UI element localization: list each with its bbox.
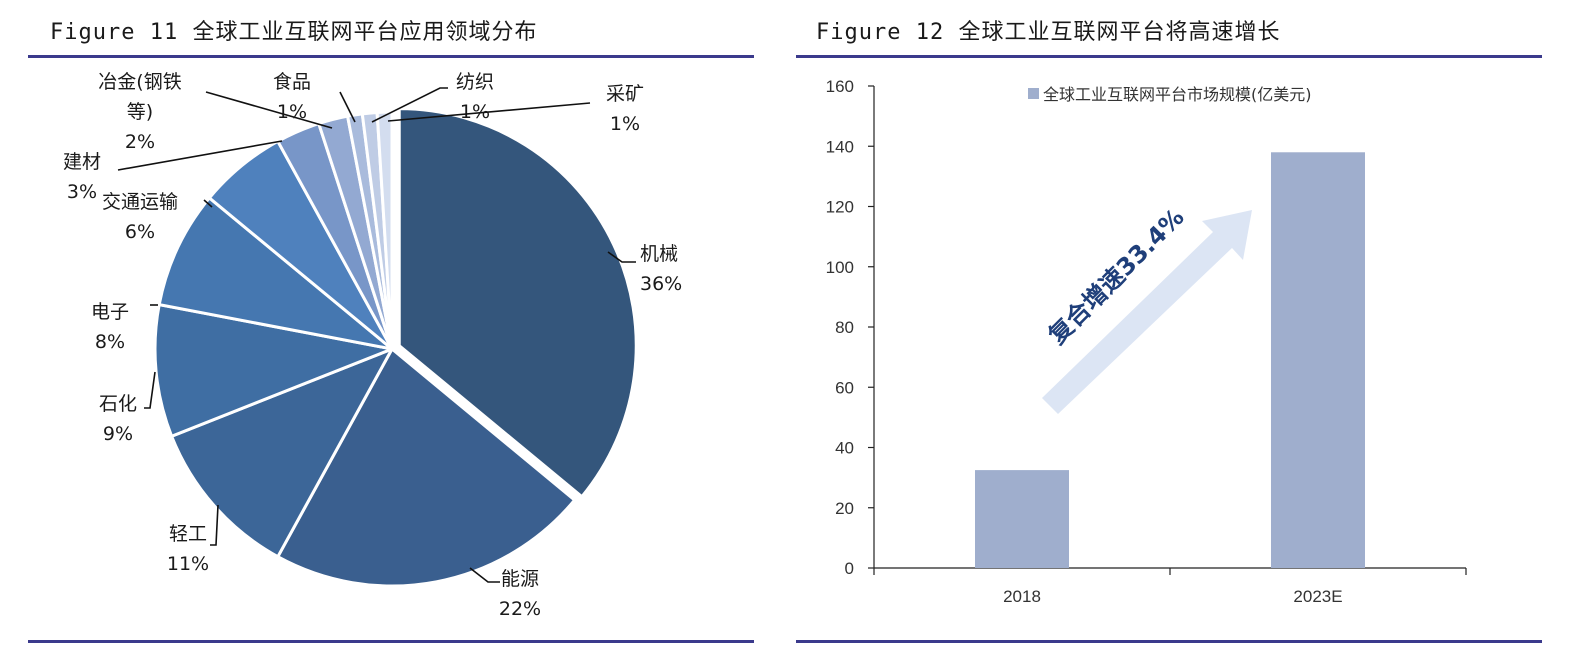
figure-12-top-rule (796, 55, 1542, 58)
pie-percent-label-3: 11% (167, 553, 209, 575)
bar-2023E (1271, 152, 1365, 568)
pie-percent-label-11: 1% (610, 113, 640, 135)
y-tick-label: 20 (835, 499, 854, 518)
figure-11-bottom-rule (28, 640, 754, 643)
pie-percent-label-5: 8% (95, 331, 125, 353)
pie-category-label-3: 轻工 (169, 523, 207, 545)
pie-slice-5 (157, 195, 393, 351)
pie-leader-line-7 (117, 140, 283, 171)
pie-percent-label-2: 22% (499, 598, 541, 620)
pie-leader-line-4 (144, 371, 156, 409)
legend-swatch (1028, 88, 1039, 99)
pie-leader-line-11 (387, 102, 591, 122)
pie-category-label-5: 电子 (91, 301, 129, 323)
x-tick-label: 2023E (1293, 587, 1342, 606)
pie-leader-line-3 (210, 504, 219, 546)
pie-percent-label-7: 3% (67, 181, 97, 203)
pie-percent-label-10: 1% (460, 101, 490, 123)
y-tick-label: 40 (835, 439, 854, 458)
figure-11-top-rule (28, 55, 754, 58)
bar-2018 (975, 470, 1069, 568)
pie-leader-line-2 (469, 567, 500, 583)
figure-11-title: Figure 11 全球工业互联网平台应用领域分布 (50, 20, 538, 45)
pie-slice-1 (397, 107, 638, 499)
pie-category-label-8: 冶金(钢铁 (98, 71, 181, 93)
pie-category-label-11: 采矿 (606, 83, 644, 105)
pie-category-label-9: 食品 (273, 71, 311, 93)
pie-category-label-6: 交通运输 (102, 191, 178, 213)
pie-category-label-8: 等) (127, 101, 153, 123)
pie-percent-label-9: 1% (277, 101, 307, 123)
y-tick-label: 60 (835, 378, 854, 397)
x-tick-label: 2018 (1003, 587, 1041, 606)
y-tick-label: 140 (826, 137, 854, 156)
y-tick-label: 0 (845, 559, 854, 578)
y-tick-label: 120 (826, 198, 854, 217)
y-tick-label: 100 (826, 258, 854, 277)
pie-category-label-2: 能源 (501, 568, 539, 590)
pie-slice-2 (275, 346, 577, 588)
pie-leader-line-10 (371, 87, 448, 123)
growth-arrow-shape (1042, 210, 1252, 414)
pie-leader-line-1 (607, 251, 636, 263)
pie-slice-3 (169, 346, 396, 559)
pie-category-label-7: 建材 (63, 151, 101, 173)
pie-category-label-4: 石化 (99, 393, 137, 415)
y-tick-label: 80 (835, 318, 854, 337)
pie-leader-line-8 (205, 91, 333, 129)
pie-leader-line-6 (203, 199, 213, 208)
y-tick-label: 160 (826, 77, 854, 96)
growth-arrow (1042, 210, 1252, 414)
pie-chart: 机械 36% 能源 22% 轻工 11% 石化 9% 电子 8% 交通运输 6% 建材 3% 冶金(钢铁等)… (63, 71, 682, 620)
figure-12-bottom-rule (796, 640, 1542, 643)
pie-percent-label-1: 36% (640, 273, 682, 295)
pie-leader-line-9 (339, 91, 356, 123)
pie-category-label-1: 机械 (640, 243, 678, 265)
pie-category-label-10: 纺织 (456, 71, 494, 93)
legend-label: 全球工业互联网平台市场规模(亿美元) (1043, 85, 1312, 104)
pie-slice-4 (153, 302, 398, 439)
pie-percent-label-4: 9% (103, 423, 133, 445)
pie-percent-label-8: 2% (125, 131, 155, 153)
pie-percent-label-6: 6% (125, 221, 155, 243)
figure-12-title: Figure 12 全球工业互联网平台将高速增长 (816, 20, 1281, 45)
